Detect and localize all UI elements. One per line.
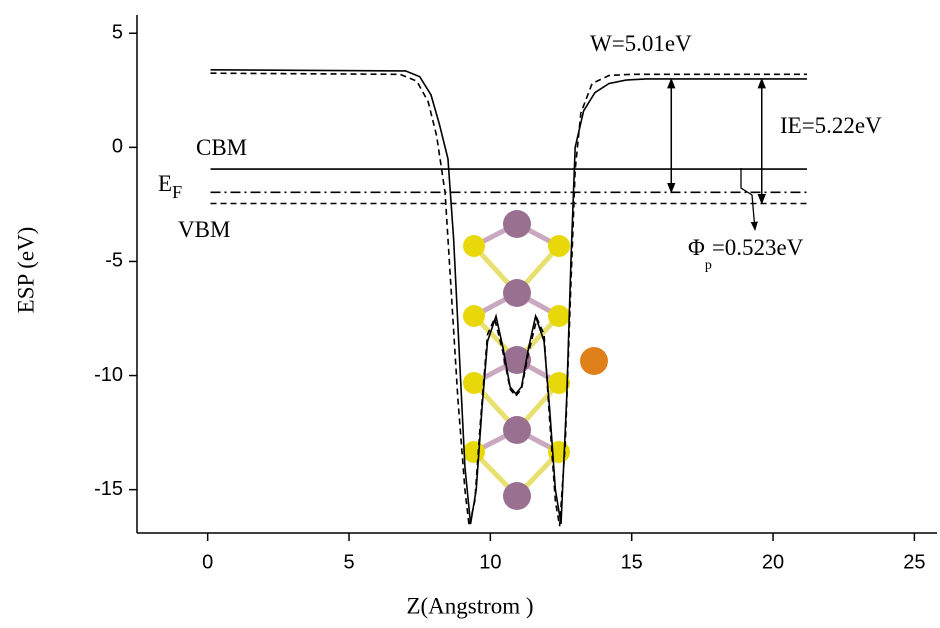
x-tick-label: 5 — [343, 551, 354, 573]
annotation: W=5.01eV — [590, 31, 692, 56]
annotation-subscript: p — [705, 258, 712, 273]
label-text: E — [158, 171, 172, 196]
x-axis-title: Z(Angstrom ) — [406, 593, 533, 618]
reference-label: EF — [158, 171, 182, 202]
y-tick-label: -10 — [94, 364, 123, 386]
page: {"chart_data":{"type":"line","xlabel":"Z… — [0, 0, 940, 628]
reference-label: CBM — [196, 135, 247, 160]
reference-label: VBM — [178, 217, 230, 242]
x-tick-label: 0 — [202, 551, 213, 573]
y-tick-label: -15 — [94, 478, 123, 500]
annotation: Φp=0.523eV — [688, 235, 804, 273]
pointer-arrow — [741, 168, 755, 230]
annotation-text: W=5.01eV — [590, 31, 692, 56]
y-tick-label: -5 — [105, 250, 123, 272]
x-tick-label: 25 — [903, 551, 925, 573]
label-text: VBM — [178, 217, 230, 242]
label-text: CBM — [196, 135, 247, 160]
x-tick-label: 20 — [762, 551, 784, 573]
annotation-suffix: =0.523eV — [712, 235, 804, 260]
chart: Z(Angstrom ) ESP (eV) 0 5 10 15 20 25 5 0 -5 -10 -… — [0, 0, 940, 628]
y-tick-label: 5 — [112, 22, 123, 44]
annotation-text: Φ — [688, 235, 705, 260]
label-subscript: F — [172, 182, 182, 202]
y-tick-label: 0 — [112, 136, 123, 158]
annotation-text: IE=5.22eV — [780, 113, 882, 138]
annotation: IE=5.22eV — [780, 113, 882, 138]
y-axis-title: ESP (eV) — [13, 227, 38, 314]
x-tick-label: 10 — [479, 551, 501, 573]
x-tick-label: 15 — [621, 551, 643, 573]
